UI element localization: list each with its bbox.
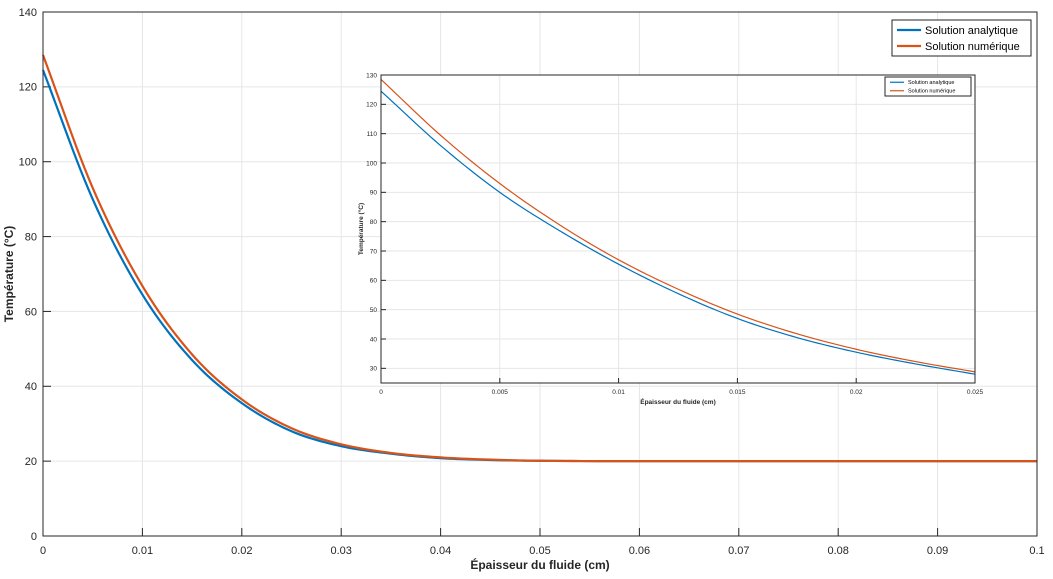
y-tick-label: 60 [370, 278, 378, 285]
series-line-analytique [380, 90, 976, 375]
x-tick-label: 0.1 [1029, 545, 1044, 557]
x-tick-label: 0.02 [850, 389, 863, 396]
x-axis-label: Épaisseur du fluide (cm) [470, 557, 609, 572]
x-tick-label: 0.08 [827, 545, 848, 557]
y-tick-label: 130 [366, 72, 377, 79]
y-tick-label: 40 [25, 381, 37, 393]
y-tick-label: 80 [25, 231, 37, 243]
y-axis-label: Température (°C) [2, 226, 16, 323]
axes-frame [42, 11, 1038, 537]
series-line-numerique [380, 78, 976, 373]
y-tick-label: 120 [19, 82, 37, 94]
y-tick-label: 30 [370, 366, 378, 373]
x-tick-label: 0.07 [728, 545, 749, 557]
x-tick-label: 0.02 [231, 545, 252, 557]
legend-entry: Solution analytique [925, 25, 1018, 37]
y-tick-label: 100 [19, 157, 37, 169]
series-line-numerique [41, 54, 1037, 463]
x-tick-label: 0 [379, 389, 383, 396]
y-tick-label: 90 [370, 190, 378, 197]
legend-box [884, 76, 972, 97]
y-tick-label: 110 [367, 131, 378, 138]
y-axis-label: Température (°C) [357, 203, 365, 255]
y-tick-label: 40 [370, 336, 378, 343]
x-tick-label: 0 [40, 545, 46, 557]
x-tick-label: 0.025 [967, 389, 984, 396]
y-tick-label: 0 [31, 531, 37, 543]
y-tick-label: 50 [370, 307, 378, 314]
x-tick-label: 0.005 [492, 389, 509, 396]
x-tick-label: 0.06 [629, 545, 650, 557]
y-tick-label: 100 [366, 160, 377, 167]
axes-frame [380, 74, 976, 384]
x-tick-label: 0.015 [729, 389, 746, 396]
y-tick-label: 60 [25, 306, 37, 318]
x-tick-label: 0.04 [430, 545, 451, 557]
chart-1: 0 0.005 0.01 0.015 0.02 0.025 30 40 50 60 70 80 90 10… [357, 72, 984, 406]
legend: Solution analytique Solution numérique [891, 19, 1032, 57]
y-tick-label: 20 [25, 456, 37, 468]
legend-entry: Solution numérique [925, 41, 1020, 53]
y-tick-label: 120 [366, 102, 377, 109]
x-tick-label: 0.03 [330, 545, 351, 557]
x-axis-label: Épaisseur du fluide (cm) [640, 397, 716, 406]
x-tick-label: 0.09 [927, 545, 948, 557]
x-tick-label: 0.01 [132, 545, 153, 557]
legend: Solution analytique Solution numérique [884, 76, 972, 97]
plot-area [381, 75, 975, 383]
y-tick-label: 80 [370, 219, 378, 226]
legend-box [891, 19, 1032, 57]
y-tick-label: 70 [370, 248, 378, 255]
legend-entry: Solution numérique [908, 89, 955, 95]
x-tick-label: 0.05 [529, 545, 550, 557]
x-tick-label: 0.01 [612, 389, 625, 396]
y-tick-label: 140 [19, 7, 37, 19]
legend-entry: Solution analytique [908, 80, 954, 86]
